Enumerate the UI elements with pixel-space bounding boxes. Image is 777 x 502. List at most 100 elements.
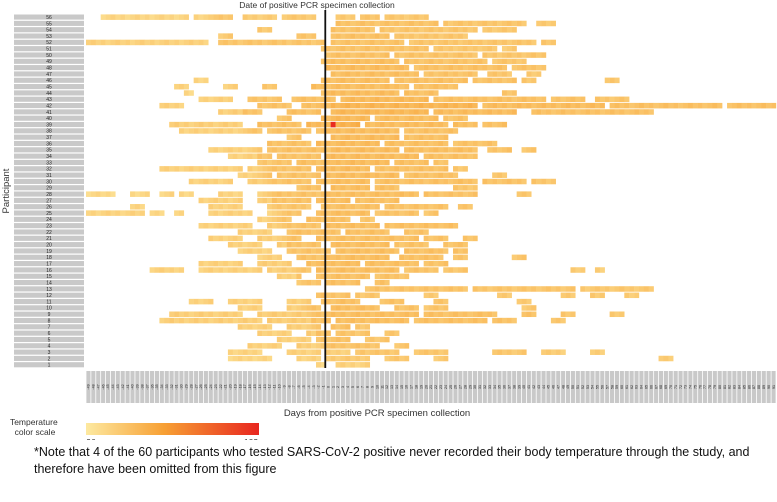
cell-p46-d33 (487, 77, 493, 84)
cell-p34-d2 (335, 153, 341, 159)
cell-p39-d-22 (218, 121, 224, 128)
cell-p8-d34 (492, 317, 498, 324)
cell-p8-d-5 (301, 317, 307, 324)
cell-p8-d-15 (252, 317, 258, 324)
cell-p42-d-1 (320, 102, 326, 109)
cell-p18-d10 (374, 254, 380, 261)
cell-p20-d-20 (227, 241, 233, 248)
cell-p53-d8 (364, 33, 371, 39)
cell-p37-d-8 (286, 134, 292, 141)
cell-p53-d15 (399, 33, 405, 39)
participant-label-55: 55 (46, 21, 52, 27)
cell-p19-d27 (457, 248, 463, 254)
cell-p51-d19 (418, 46, 424, 52)
cell-p18-d27 (457, 254, 463, 261)
cell-p9-d7 (360, 311, 366, 318)
cell-p49-d-1 (320, 58, 326, 65)
cell-p47-d41 (526, 71, 532, 77)
cell-p37-d21 (428, 134, 434, 141)
cell-p13-d20 (423, 286, 429, 292)
cell-p46-d7 (360, 77, 366, 84)
cell-p48-d4 (345, 64, 351, 71)
cell-p28-d-32 (169, 191, 175, 197)
cell-p11-d-26 (198, 298, 204, 305)
cell-p39-d2 (335, 121, 341, 128)
cell-p32-d-9 (281, 166, 287, 172)
cell-p34-d-10 (276, 153, 282, 159)
cell-p8-d35 (497, 317, 503, 324)
participant-label-28: 28 (46, 192, 52, 198)
cell-p35-d8 (364, 147, 371, 153)
cell-p52-d2 (335, 39, 341, 46)
cell-p8-d-23 (213, 317, 219, 324)
cell-p34-d8 (364, 153, 371, 159)
cell-p5-d2 (335, 336, 341, 343)
cell-p46-d21 (428, 77, 434, 84)
cell-p30-d-9 (281, 178, 287, 185)
cell-p38-d-19 (232, 128, 238, 134)
cell-p42-d91 (771, 102, 777, 109)
cell-p45-d8 (364, 83, 371, 90)
cell-p17-d-8 (286, 260, 292, 267)
cell-p22-d12 (384, 229, 390, 235)
participant-label-51: 51 (46, 47, 52, 53)
cell-p7-d-14 (257, 324, 263, 330)
cell-p54-d29 (467, 27, 473, 33)
cell-p41-d50 (570, 109, 576, 115)
day-strip-89 (761, 371, 766, 403)
day-strip-66 (649, 371, 654, 403)
cell-p3-d-8 (286, 349, 292, 355)
cell-p35-d14 (394, 147, 400, 153)
day-strip-19 (419, 371, 424, 403)
cell-p42-d50 (570, 102, 576, 109)
cell-p48-d31 (477, 64, 483, 71)
cell-p35-d37 (506, 147, 512, 153)
cell-p9-d41 (526, 311, 532, 318)
cell-p54-d-14 (257, 27, 263, 33)
cell-p56-d-38 (139, 14, 145, 20)
cell-p56-d-5 (301, 14, 307, 20)
cell-p38-d20 (423, 128, 429, 134)
cell-p18-d22 (433, 254, 439, 261)
cell-p30-d22 (433, 178, 439, 185)
cell-p10-d42 (531, 305, 537, 311)
cell-p45-d26 (453, 83, 459, 90)
cell-p31-d-16 (247, 172, 253, 178)
cell-p9-d17 (408, 311, 415, 318)
cell-p42-d29 (467, 102, 473, 109)
cell-p40-d4 (345, 115, 351, 122)
cell-p56-d-30 (178, 14, 185, 20)
cell-p3-d20 (423, 349, 429, 355)
cell-p39-d-30 (178, 121, 185, 128)
cell-p8-d6 (355, 317, 361, 324)
cell-p50-d44 (541, 52, 547, 58)
cell-p22-d-18 (237, 229, 243, 235)
cell-p51-d27 (457, 46, 463, 52)
day-label-74: 74 (689, 385, 693, 389)
day-label--41: -41 (126, 384, 130, 389)
cell-p25-d-21 (223, 210, 229, 216)
cell-p10-d21 (428, 305, 434, 311)
cell-p38-d16 (404, 128, 410, 134)
day-strip-64 (639, 371, 644, 403)
cell-p29-d7 (360, 185, 366, 191)
participant-strip-53 (14, 33, 84, 39)
cell-p27-d-19 (232, 197, 238, 204)
cell-p9-d58 (609, 311, 615, 318)
cell-p33-d-13 (262, 159, 268, 166)
cell-p10-d-15 (252, 305, 258, 311)
cell-p33-d0 (325, 159, 331, 166)
cell-p33-d15 (399, 159, 405, 166)
cell-p42-d75 (692, 102, 698, 109)
cell-p12-d63 (634, 292, 640, 299)
cell-p43-d-5 (301, 96, 307, 103)
cell-p50-d23 (438, 52, 444, 58)
cell-p11-d-14 (257, 298, 263, 305)
day-strip-14 (394, 371, 399, 403)
cell-p28-d5 (350, 191, 356, 197)
cell-p42-d14 (394, 102, 400, 109)
cell-p36-d19 (418, 140, 424, 147)
cell-p23-d-4 (306, 223, 312, 229)
cell-p52-d-17 (242, 39, 248, 46)
cell-p39-d-24 (208, 121, 214, 128)
